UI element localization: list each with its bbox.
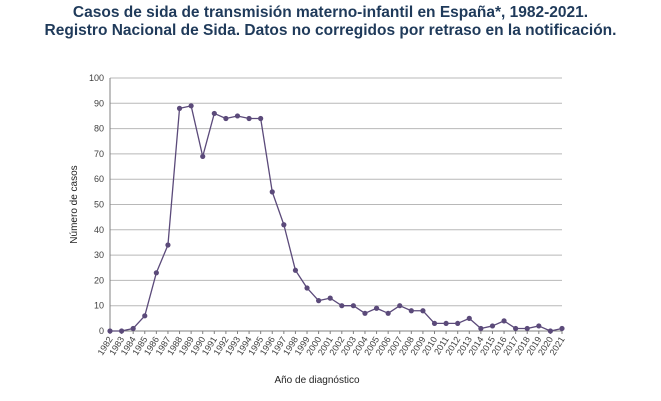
data-point (246, 115, 252, 122)
x-axis-label: Año de diagnóstico (274, 375, 360, 386)
data-point (373, 305, 380, 311)
data-point (153, 270, 159, 276)
data-point (304, 285, 310, 291)
data-point (211, 110, 217, 117)
y-tick-label: 0 (99, 326, 104, 336)
data-point (223, 115, 229, 122)
data-point (513, 325, 519, 332)
data-point (443, 320, 449, 327)
data-point (339, 303, 345, 309)
data-point (501, 318, 507, 324)
series-group (107, 103, 565, 334)
chart-title-line2: Registro Nacional de Sida. Datos no corr… (44, 22, 617, 39)
data-point (478, 325, 484, 332)
chart-title-line1: Casos de sida de transmisión materno-inf… (72, 4, 589, 21)
y-tick-label: 100 (89, 73, 104, 83)
data-point (455, 320, 461, 327)
y-tick-label: 80 (94, 124, 104, 134)
data-point (118, 328, 125, 334)
x-tick-labels: 1982198319841985198619871988198919901991… (96, 335, 567, 357)
data-point (176, 105, 183, 111)
data-point (350, 303, 356, 309)
data-point (466, 315, 472, 321)
y-tick-label: 10 (94, 301, 104, 311)
data-point (258, 115, 264, 122)
data-point (397, 303, 403, 309)
data-point (327, 295, 333, 301)
data-point (431, 320, 438, 327)
axes (109, 78, 563, 334)
data-point (547, 328, 554, 334)
data-point (281, 222, 287, 228)
y-tick-label: 60 (94, 174, 104, 184)
data-point (420, 308, 426, 314)
data-point (385, 310, 391, 316)
data-point (165, 242, 171, 248)
data-point (269, 189, 275, 195)
y-axis-label: Número de casos (69, 165, 80, 243)
data-point (362, 310, 368, 316)
y-tick-label: 20 (94, 275, 104, 285)
data-point (292, 267, 299, 273)
data-point (234, 113, 241, 119)
y-tick-label: 90 (94, 98, 104, 108)
grid-lines (110, 77, 562, 307)
data-point (316, 298, 322, 304)
data-point (200, 153, 206, 160)
data-point (559, 325, 565, 332)
y-tick-label: 50 (94, 200, 104, 210)
data-point (188, 103, 194, 109)
y-tick-label: 70 (94, 149, 104, 159)
data-point (408, 308, 414, 314)
data-point (130, 325, 136, 332)
data-point (524, 325, 530, 332)
data-point (107, 328, 113, 334)
data-point (536, 323, 542, 329)
y-tick-label: 40 (94, 225, 104, 235)
series-line (110, 105, 563, 332)
data-point (142, 313, 148, 319)
data-point (489, 323, 496, 329)
y-tick-labels: 0 10 20 30 40 50 60 70 80 90 100 (89, 73, 104, 336)
y-tick-label: 30 (94, 250, 104, 260)
